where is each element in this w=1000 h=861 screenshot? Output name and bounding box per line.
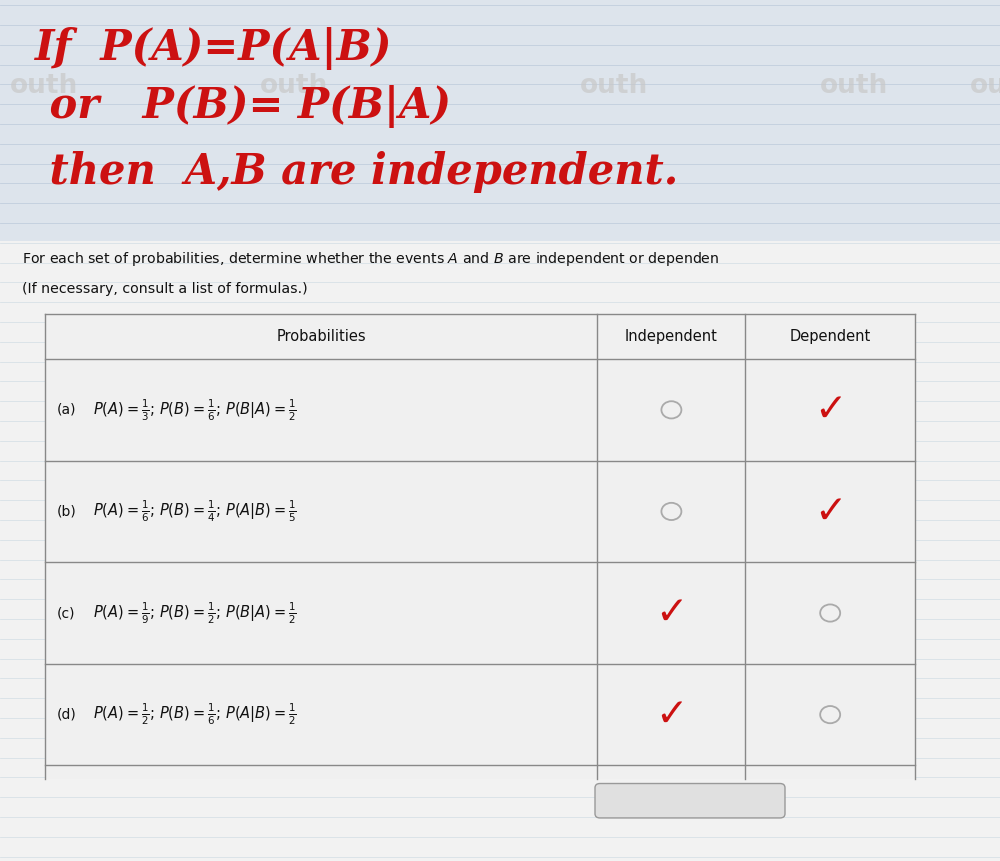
Text: (a): (a) — [57, 403, 76, 417]
Text: ✓: ✓ — [814, 492, 846, 530]
Text: outh: outh — [820, 478, 888, 504]
Text: ✓: ✓ — [655, 594, 688, 632]
Bar — [0, 241, 1000, 861]
Text: For each set of probabilities, determine whether the events $A$ and $B$ are inde: For each set of probabilities, determine… — [22, 250, 719, 268]
Text: outh: outh — [10, 676, 78, 702]
Text: outh: outh — [820, 245, 888, 271]
Text: outh: outh — [10, 73, 78, 99]
Bar — [45, 314, 915, 779]
Text: (b): (b) — [57, 505, 77, 518]
Text: outh: outh — [820, 73, 888, 99]
Text: outh: outh — [580, 73, 648, 99]
Text: $P(A)=\frac{1}{9}$; $P(B)=\frac{1}{2}$; $P(B|A)=\frac{1}{2}$: $P(A)=\frac{1}{9}$; $P(B)=\frac{1}{2}$; … — [93, 600, 297, 626]
Text: ✓: ✓ — [814, 391, 846, 429]
Text: (If necessary, consult a list of formulas.): (If necessary, consult a list of formula… — [22, 282, 308, 295]
Text: outh: outh — [970, 73, 1000, 99]
Text: outh: outh — [820, 676, 888, 702]
Text: outh: outh — [260, 73, 328, 99]
Text: Probabilities: Probabilities — [276, 329, 366, 344]
Text: (c): (c) — [57, 606, 76, 620]
Text: outh: outh — [260, 676, 328, 702]
Text: $P(A)=\frac{1}{6}$; $P(B)=\frac{1}{4}$; $P(A|B)=\frac{1}{5}$: $P(A)=\frac{1}{6}$; $P(B)=\frac{1}{4}$; … — [93, 499, 297, 524]
Text: outh: outh — [10, 245, 78, 271]
Text: Dependent: Dependent — [790, 329, 871, 344]
Text: If  P(A)=P(A|B): If P(A)=P(A|B) — [35, 27, 392, 70]
Text: then  A,B are independent.: then A,B are independent. — [35, 152, 678, 193]
Text: Independent: Independent — [625, 329, 718, 344]
Text: outh: outh — [10, 478, 78, 504]
Text: (d): (d) — [57, 708, 77, 722]
Text: outh: outh — [580, 676, 648, 702]
Text: ✓: ✓ — [655, 696, 688, 734]
Text: or   P(B)= P(B|A): or P(B)= P(B|A) — [35, 85, 451, 128]
FancyBboxPatch shape — [595, 784, 785, 818]
Text: $P(A)=\frac{1}{3}$; $P(B)=\frac{1}{6}$; $P(B|A)=\frac{1}{2}$: $P(A)=\frac{1}{3}$; $P(B)=\frac{1}{6}$; … — [93, 397, 297, 423]
Text: $P(A)=\frac{1}{2}$; $P(B)=\frac{1}{6}$; $P(A|B)=\frac{1}{2}$: $P(A)=\frac{1}{2}$; $P(B)=\frac{1}{6}$; … — [93, 702, 297, 728]
